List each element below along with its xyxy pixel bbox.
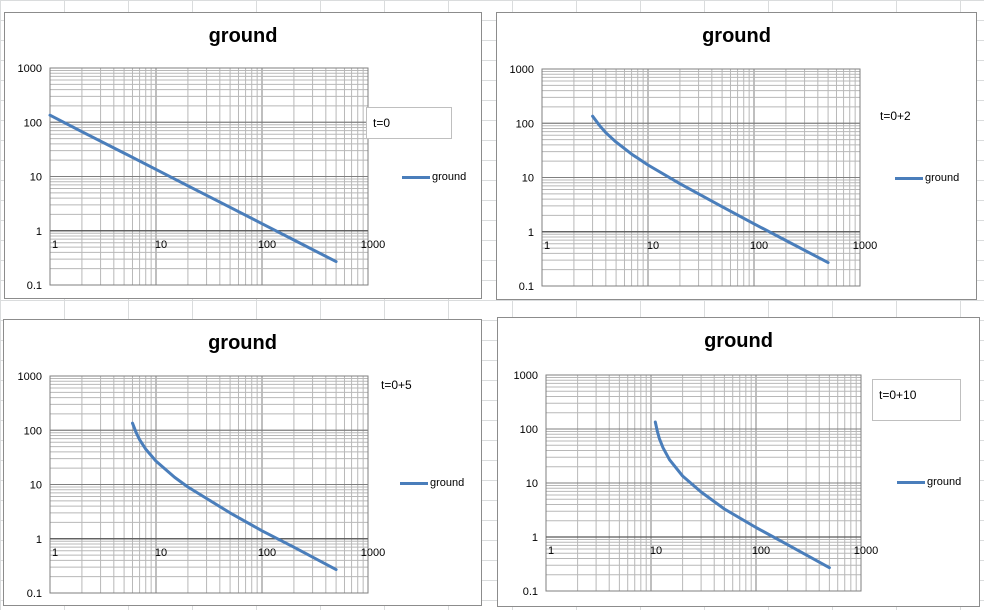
x-tick-label: 100 — [752, 545, 770, 557]
legend: ground — [895, 172, 959, 184]
y-tick-label: 0.1 — [27, 280, 42, 292]
legend-swatch — [402, 175, 430, 179]
y-tick-label: 0.1 — [519, 281, 534, 293]
x-tick-label: 100 — [258, 239, 276, 251]
y-tick-label: 0.1 — [27, 588, 42, 600]
y-tick-label: 1000 — [510, 64, 534, 76]
legend-label: ground — [927, 476, 962, 488]
x-tick-label: 1 — [52, 239, 58, 251]
y-tick-label: 10 — [30, 480, 42, 492]
y-tick-label: 100 — [516, 118, 534, 130]
chart-title: ground — [704, 330, 773, 352]
y-tick-label: 1000 — [514, 370, 538, 382]
time-annotation: t=0+5 — [381, 378, 412, 392]
x-tick-label: 1 — [52, 547, 58, 559]
plot-svg: 1000 100 10 1 0.1 1 10 100 1000 — [514, 370, 879, 598]
x-tick-label: 1000 — [361, 547, 385, 559]
chart-panel[interactable]: 1000 100 10 1 0.1 1 10 100 1000 ground t=0+10 gr… — [497, 317, 980, 607]
plot-svg: 1000 100 10 1 0.1 1 10 100 1000 — [18, 63, 386, 292]
chart-panel[interactable]: 1000 100 10 1 0.1 1 10 100 1000 ground t=0+2 gro… — [496, 12, 977, 300]
y-tick-label: 1 — [532, 532, 538, 544]
plot-area — [49, 67, 369, 286]
y-tick-label: 100 — [24, 425, 42, 437]
series-line-ground — [653, 420, 831, 570]
legend-label: ground — [925, 172, 960, 184]
y-tick-label: 1000 — [18, 63, 42, 75]
series-line-ground — [48, 113, 338, 264]
y-tick-label: 100 — [24, 117, 42, 129]
y-tick-label: 1 — [528, 227, 534, 239]
legend-swatch — [400, 481, 428, 485]
plot-svg: 1000 100 10 1 0.1 1 10 100 1000 — [18, 371, 386, 600]
plot-svg: 1000 100 10 1 0.1 1 10 100 1000 — [510, 64, 878, 293]
time-annotation: t=0+2 — [880, 109, 911, 123]
chart-panel[interactable]: 1000 100 10 1 0.1 1 10 100 1000 ground t=0 groun… — [4, 12, 482, 299]
y-tick-label: 1000 — [18, 371, 42, 383]
y-tick-label: 10 — [522, 173, 534, 185]
x-tick-label: 1000 — [854, 545, 878, 557]
y-tick-label: 1 — [36, 534, 42, 546]
legend-label: ground — [432, 171, 467, 183]
y-tick-label: 10 — [30, 172, 42, 184]
y-tick-label: 0.1 — [523, 586, 538, 598]
x-tick-label: 1000 — [361, 239, 385, 251]
legend: ground — [402, 171, 466, 183]
y-tick-label: 100 — [520, 424, 538, 436]
x-tick-label: 10 — [155, 239, 167, 251]
chart-title: ground — [702, 25, 771, 47]
y-tick-label: 10 — [526, 478, 538, 490]
legend: ground — [400, 477, 464, 489]
time-annotation: t=0 — [366, 107, 452, 139]
y-tick-label: 1 — [36, 226, 42, 238]
chart-title: ground — [208, 25, 278, 47]
x-tick-label: 1 — [548, 545, 554, 557]
x-tick-label: 100 — [750, 240, 768, 252]
x-tick-label: 1 — [544, 240, 550, 252]
legend: ground — [897, 476, 961, 488]
plot-area — [545, 374, 862, 592]
x-tick-label: 10 — [650, 545, 662, 557]
legend-label: ground — [430, 477, 465, 489]
legend-swatch — [897, 480, 925, 484]
chart-panel[interactable]: 1000 100 10 1 0.1 1 10 100 1000 ground t=0+5 gro… — [3, 319, 482, 606]
chart-title: ground — [208, 332, 277, 354]
time-annotation: t=0+10 — [872, 379, 961, 421]
x-tick-label: 10 — [647, 240, 659, 252]
x-tick-label: 1000 — [853, 240, 877, 252]
x-tick-label: 100 — [258, 547, 276, 559]
plot-area — [49, 375, 369, 594]
legend-swatch — [895, 176, 923, 180]
series-line-ground — [131, 421, 338, 572]
plot-area — [541, 68, 861, 287]
x-tick-label: 10 — [155, 547, 167, 559]
